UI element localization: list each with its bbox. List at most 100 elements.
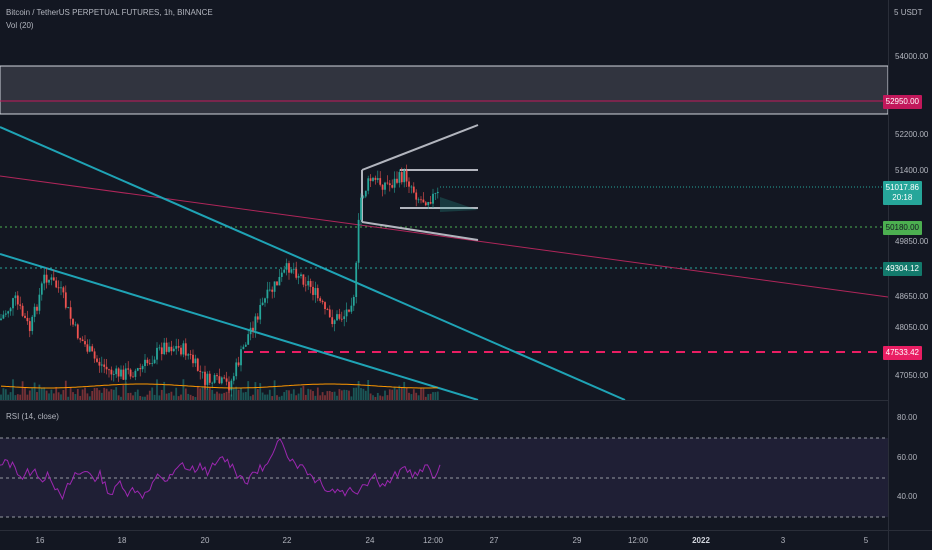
upper-trend-line[interactable] — [0, 126, 626, 400]
volume-bar — [153, 394, 156, 400]
volume-bar — [69, 387, 72, 400]
volume-bar — [74, 394, 77, 400]
candle-body — [309, 281, 312, 287]
volume-bar — [230, 394, 233, 400]
support-teal-badge: 49304.12 — [882, 262, 922, 276]
volume-bar — [300, 387, 302, 400]
candle-body — [316, 288, 319, 299]
candle-body — [124, 368, 127, 380]
candle-body — [242, 346, 245, 350]
candle-body — [319, 298, 322, 301]
volume-bar — [88, 396, 91, 400]
candle-body — [199, 370, 202, 372]
candle-body — [429, 202, 432, 204]
candle-body — [69, 307, 72, 319]
volume-bar — [31, 388, 34, 400]
volume-bar — [52, 393, 55, 400]
candle-body — [148, 363, 151, 364]
volume-bar — [218, 393, 221, 400]
volume-bar — [144, 396, 146, 400]
volume-bar — [412, 389, 415, 400]
symbol-legend[interactable]: Bitcoin / TetherUS PERPETUAL FUTURES, 1h… — [6, 8, 213, 17]
volume-bar — [319, 395, 322, 400]
volume-bar — [124, 381, 127, 400]
candle-body — [220, 377, 223, 384]
volume-bar — [132, 395, 134, 400]
volume-bar — [309, 389, 312, 400]
candle-body — [364, 190, 367, 197]
volume-bar — [326, 391, 329, 400]
volume-bar — [242, 392, 245, 400]
candle-body — [379, 178, 382, 185]
volume-bar — [256, 389, 259, 400]
candle-body — [40, 283, 43, 295]
candle-body — [52, 277, 55, 281]
volume-bar — [223, 392, 226, 400]
candle-body — [196, 358, 199, 371]
volume-bar — [0, 394, 2, 400]
volume-bar — [204, 379, 206, 400]
volume-bar — [187, 393, 190, 400]
candle-body — [19, 304, 22, 306]
candle-body — [129, 369, 132, 377]
volume-bar — [295, 395, 298, 400]
resistance-zone[interactable] — [0, 65, 888, 115]
candle-body — [403, 170, 406, 183]
candle-body — [151, 363, 154, 365]
candle-body — [117, 368, 120, 377]
candle-body — [372, 177, 374, 181]
rsi-legend[interactable]: RSI (14, close) — [6, 412, 59, 421]
candle-body — [160, 347, 163, 355]
pennant-upper-line[interactable] — [361, 124, 479, 171]
candle-body — [57, 287, 60, 289]
volume-bar — [189, 394, 192, 400]
candle-body — [357, 219, 360, 263]
volume-bar — [408, 392, 410, 400]
rsi-pane[interactable] — [0, 401, 888, 530]
volume-bar — [48, 393, 50, 400]
candle-body — [14, 295, 17, 299]
volume-bar — [362, 388, 365, 400]
candle-body — [420, 199, 422, 201]
volume-bar — [424, 396, 427, 400]
pennant-lower-line[interactable] — [361, 221, 479, 241]
candle-body — [144, 359, 146, 367]
pane-separator[interactable] — [0, 400, 888, 401]
candle-body — [192, 354, 194, 364]
candle-body — [93, 351, 96, 359]
candle-body — [4, 313, 7, 315]
volume-bar — [357, 380, 360, 400]
lower-trend-line[interactable] — [0, 253, 479, 400]
volume-bar — [288, 390, 290, 400]
volume-bar — [93, 387, 96, 400]
candle-body — [16, 295, 19, 305]
candle-body — [120, 369, 122, 377]
candle-body — [163, 342, 166, 355]
volume-bar — [100, 392, 103, 400]
volume-bar — [264, 394, 266, 400]
volume-bar — [410, 394, 413, 400]
candle-body — [391, 185, 394, 188]
candle-body — [247, 334, 250, 345]
candle-body — [321, 300, 324, 303]
long-trend-line[interactable] — [0, 175, 888, 298]
current-price-value: 51017.86 — [885, 183, 919, 192]
volume-legend[interactable]: Vol (20) — [6, 21, 34, 30]
volume-bar — [283, 392, 286, 400]
candle-body — [405, 170, 408, 182]
volume-bar — [7, 394, 10, 400]
candle-body — [146, 359, 149, 364]
currency-label[interactable]: 5 USDT — [894, 8, 923, 17]
volume-bar — [160, 389, 163, 400]
candle-body — [122, 369, 125, 380]
price-chart[interactable] — [0, 0, 888, 400]
volume-bar — [24, 387, 26, 400]
candle-body — [355, 262, 358, 298]
candle-body — [28, 321, 31, 332]
candle-body — [249, 327, 252, 335]
candle-body — [45, 274, 48, 283]
time-tick: 12:00 — [627, 536, 649, 545]
candle-body — [424, 202, 427, 206]
volume-bar — [50, 389, 53, 400]
volume-bar — [115, 387, 118, 400]
